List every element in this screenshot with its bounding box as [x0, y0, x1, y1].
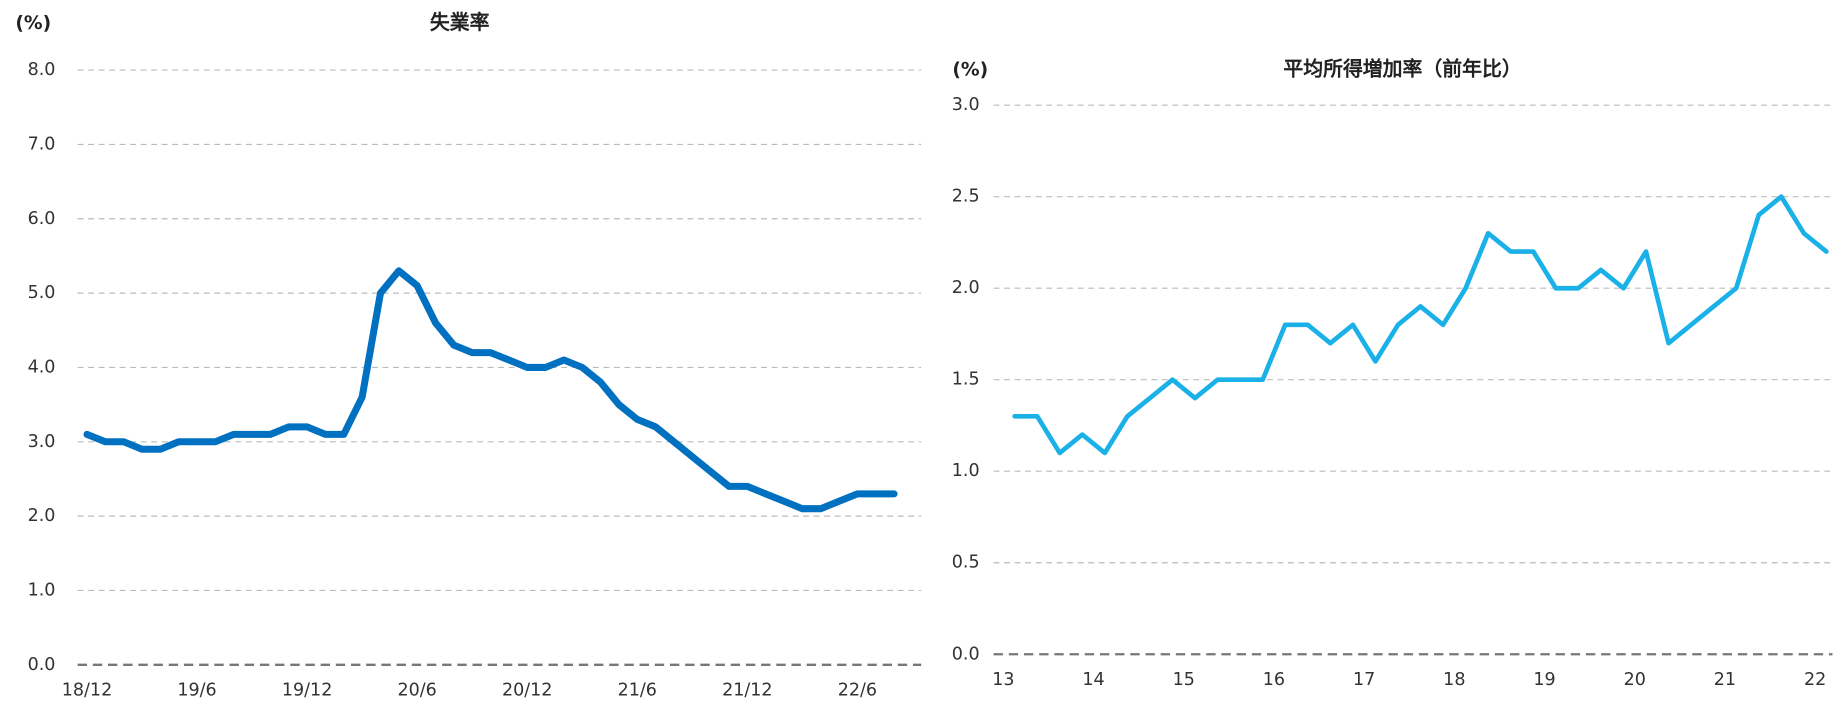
- y-tick-label: 1.0: [28, 580, 56, 600]
- y-tick-label: 1.5: [952, 370, 980, 390]
- x-tick-label: 21: [1714, 670, 1736, 690]
- y-tick-label: 6.0: [28, 209, 56, 229]
- y-axis-unit: (%): [952, 60, 988, 81]
- y-tick-label: 8.0: [28, 60, 56, 80]
- y-tick-label: 0.5: [952, 553, 980, 573]
- x-tick-label: 22: [1804, 670, 1826, 690]
- x-tick-label: 17: [1353, 670, 1375, 690]
- x-tick-label: 21/6: [618, 680, 657, 700]
- data-line: [83, 267, 898, 513]
- x-tick-label: 14: [1082, 670, 1104, 690]
- x-tick-label: 20: [1624, 670, 1646, 690]
- x-tick-label: 13: [992, 670, 1014, 690]
- x-tick-label: 20/6: [397, 680, 436, 700]
- x-tick-label: 18/12: [62, 680, 112, 700]
- x-tick-label: 22/6: [838, 680, 877, 700]
- x-tick-label: 18: [1443, 670, 1465, 690]
- chart-title: 失業率: [430, 11, 490, 34]
- x-tick-label: 19/6: [177, 680, 216, 700]
- x-tick-label: 16: [1263, 670, 1285, 690]
- y-tick-label: 1.0: [952, 461, 980, 481]
- x-tick-label: 19: [1533, 670, 1555, 690]
- x-tick-label: 19/12: [282, 680, 332, 700]
- x-tick-label: 20/12: [502, 680, 552, 700]
- y-tick-label: 7.0: [28, 134, 56, 154]
- y-tick-label: 2.0: [952, 278, 980, 298]
- y-tick-label: 2.0: [28, 506, 56, 526]
- y-tick-label: 0.0: [28, 655, 56, 675]
- y-tick-label: 0.0: [952, 644, 980, 664]
- x-tick-label: 21/12: [722, 680, 772, 700]
- data-line: [1012, 194, 1829, 456]
- y-tick-label: 4.0: [28, 357, 56, 377]
- y-tick-label: 5.0: [28, 283, 56, 303]
- y-tick-label: 3.0: [952, 95, 980, 115]
- y-axis-unit: (%): [15, 13, 51, 34]
- y-tick-label: 3.0: [28, 432, 56, 452]
- x-tick-label: 15: [1173, 670, 1195, 690]
- y-tick-label: 2.5: [952, 187, 980, 207]
- chart-title: 平均所得増加率（前年比）: [1283, 58, 1521, 81]
